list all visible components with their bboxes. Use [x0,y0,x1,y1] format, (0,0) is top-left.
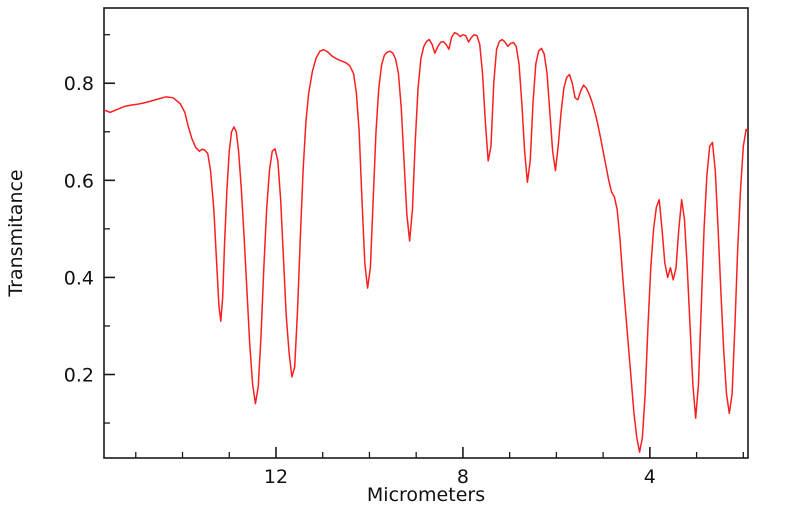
x-axis-ticks [135,447,744,458]
x-tick-label: 4 [644,466,656,488]
spectrum-series-group [104,32,748,453]
x-axis-tick-labels: 12 8 4 [264,466,656,488]
x-axis-title: Micrometers [367,484,485,506]
y-tick-label: 0.4 [64,267,94,289]
y-axis-title: Transmitance [5,169,27,297]
y-axis-tick-labels: 0.2 0.4 0.6 0.8 [64,73,94,386]
plot-frame [103,7,749,459]
y-tick-label: 0.8 [64,73,94,95]
y-axis-ticks [104,34,115,424]
spectrum-line [104,32,748,453]
y-tick-label: 0.2 [64,365,94,387]
y-tick-label: 0.6 [64,170,94,192]
x-tick-label: 12 [264,466,288,488]
x-tick-label: 8 [457,466,469,488]
